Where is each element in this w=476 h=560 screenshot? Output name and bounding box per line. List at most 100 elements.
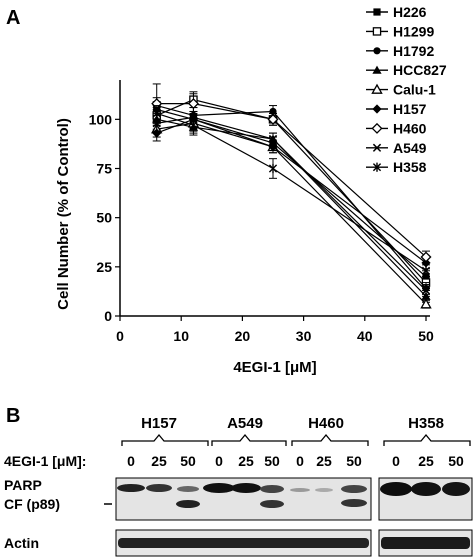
actin-band xyxy=(381,537,470,549)
band xyxy=(231,483,261,493)
dose-label: 0 xyxy=(392,453,400,469)
blot-group-a549: A549 0 25 50 xyxy=(211,415,287,469)
data-point xyxy=(371,122,383,134)
group-bracket xyxy=(291,433,369,446)
series-line xyxy=(156,108,427,278)
legend-label: H226 xyxy=(393,4,427,20)
series-line xyxy=(156,104,427,289)
blot-group-h157: H157 0 25 50 xyxy=(121,415,209,469)
band xyxy=(411,482,441,496)
dose-label: 50 xyxy=(180,453,196,469)
x-tick-label: 40 xyxy=(357,328,373,344)
series-h358 xyxy=(152,105,431,278)
dose-label: 0 xyxy=(215,453,223,469)
legend-label: HCC827 xyxy=(393,62,447,78)
dose-label: 25 xyxy=(316,453,332,469)
treatment-label: 4EGI-1 [μM]: xyxy=(4,453,86,469)
chart-axes: 0 10 20 30 40 50 0 25 50 75 100 xyxy=(89,80,434,344)
blot-header: H157 0 25 50 A549 0 25 50 H460 0 25 50 H358 0 25 50 xyxy=(121,415,471,469)
actin-band xyxy=(118,538,369,548)
series-line xyxy=(156,102,427,258)
data-point xyxy=(372,27,382,36)
data-point xyxy=(373,47,381,55)
series-line xyxy=(156,118,427,264)
x-tick-label: 30 xyxy=(296,328,312,344)
dose-label: 50 xyxy=(346,453,362,469)
group-bracket xyxy=(211,433,287,446)
y-axis-title: Cell Number (% of Control) xyxy=(55,118,72,310)
band xyxy=(290,488,310,492)
legend-item: H226 xyxy=(366,4,427,20)
actin-label: Actin xyxy=(4,535,39,551)
data-point xyxy=(152,108,161,119)
band xyxy=(146,484,172,492)
band xyxy=(380,482,412,496)
x-axis-title: 4EGI-1 [μM] xyxy=(233,359,316,376)
dose-label: 0 xyxy=(296,453,304,469)
band xyxy=(315,488,333,492)
blot-group-name: H460 xyxy=(308,415,344,432)
series-line xyxy=(156,118,427,297)
dose-label: 25 xyxy=(418,453,434,469)
dose-label: 50 xyxy=(448,453,464,469)
legend-item: H1299 xyxy=(366,23,434,39)
data-point xyxy=(268,134,278,144)
cf-p89-label: CF (p89) xyxy=(4,496,60,512)
y-tick-label: 0 xyxy=(104,308,112,324)
series-calu-1 xyxy=(151,114,432,309)
x-tick-label: 10 xyxy=(173,328,189,344)
legend-label: Calu-1 xyxy=(393,82,436,98)
data-point xyxy=(420,251,432,263)
data-point xyxy=(372,65,382,74)
blot-group-h358: H358 0 25 50 xyxy=(383,415,471,469)
y-tick-label: 50 xyxy=(96,210,112,226)
data-point xyxy=(372,143,382,152)
y-tick-label: 75 xyxy=(96,161,112,177)
blot-group-name: A549 xyxy=(227,415,263,432)
chart-legend: H226 H1299 H1792 HCC827 Calu-1 H157 H460 A549 H3… xyxy=(366,4,447,175)
band xyxy=(117,484,145,492)
x-tick-label: 50 xyxy=(418,328,434,344)
legend-item: HCC827 xyxy=(366,62,447,78)
x-tick-label: 0 xyxy=(116,328,124,344)
legend-item: Calu-1 xyxy=(366,82,436,98)
dose-label: 50 xyxy=(264,453,280,469)
band xyxy=(176,500,200,508)
legend-label: H1299 xyxy=(393,23,434,39)
data-point xyxy=(268,163,278,174)
data-point xyxy=(373,8,381,16)
series-line xyxy=(156,112,427,272)
series-line xyxy=(156,99,427,283)
data-point xyxy=(372,162,382,172)
legend-label: A549 xyxy=(393,140,427,156)
blot-group-name: H157 xyxy=(141,415,177,432)
panel-a-letter: A xyxy=(6,7,20,29)
band xyxy=(341,485,367,493)
legend-label: H157 xyxy=(393,101,427,117)
data-point xyxy=(189,120,198,130)
blot-group-h460: H460 0 25 50 xyxy=(291,415,369,469)
panel-b-letter: B xyxy=(6,405,20,427)
band xyxy=(177,486,199,492)
legend-item: H358 xyxy=(366,159,427,175)
dose-label: 0 xyxy=(127,453,135,469)
series-line xyxy=(156,116,427,291)
data-point xyxy=(267,113,279,125)
group-bracket xyxy=(121,433,209,446)
y-tick-label: 25 xyxy=(96,259,112,275)
series-line xyxy=(156,122,427,305)
western-blot-panel: 4EGI-1 [μM]: H157 0 25 50 A549 0 25 50 H460 0 25 50… xyxy=(4,415,473,557)
y-tick-label: 100 xyxy=(89,111,113,127)
data-point xyxy=(421,286,431,295)
x-tick-label: 20 xyxy=(235,328,251,344)
legend-item: H460 xyxy=(366,120,427,136)
legend-label: H358 xyxy=(393,159,427,175)
legend-item: H1792 xyxy=(366,43,434,59)
dose-label: 25 xyxy=(151,453,167,469)
data-point xyxy=(420,298,432,309)
legend-item: H157 xyxy=(366,101,427,117)
band xyxy=(341,499,367,507)
parp-label: PARP xyxy=(4,477,42,493)
legend-item: A549 xyxy=(366,140,427,156)
band xyxy=(260,485,284,493)
